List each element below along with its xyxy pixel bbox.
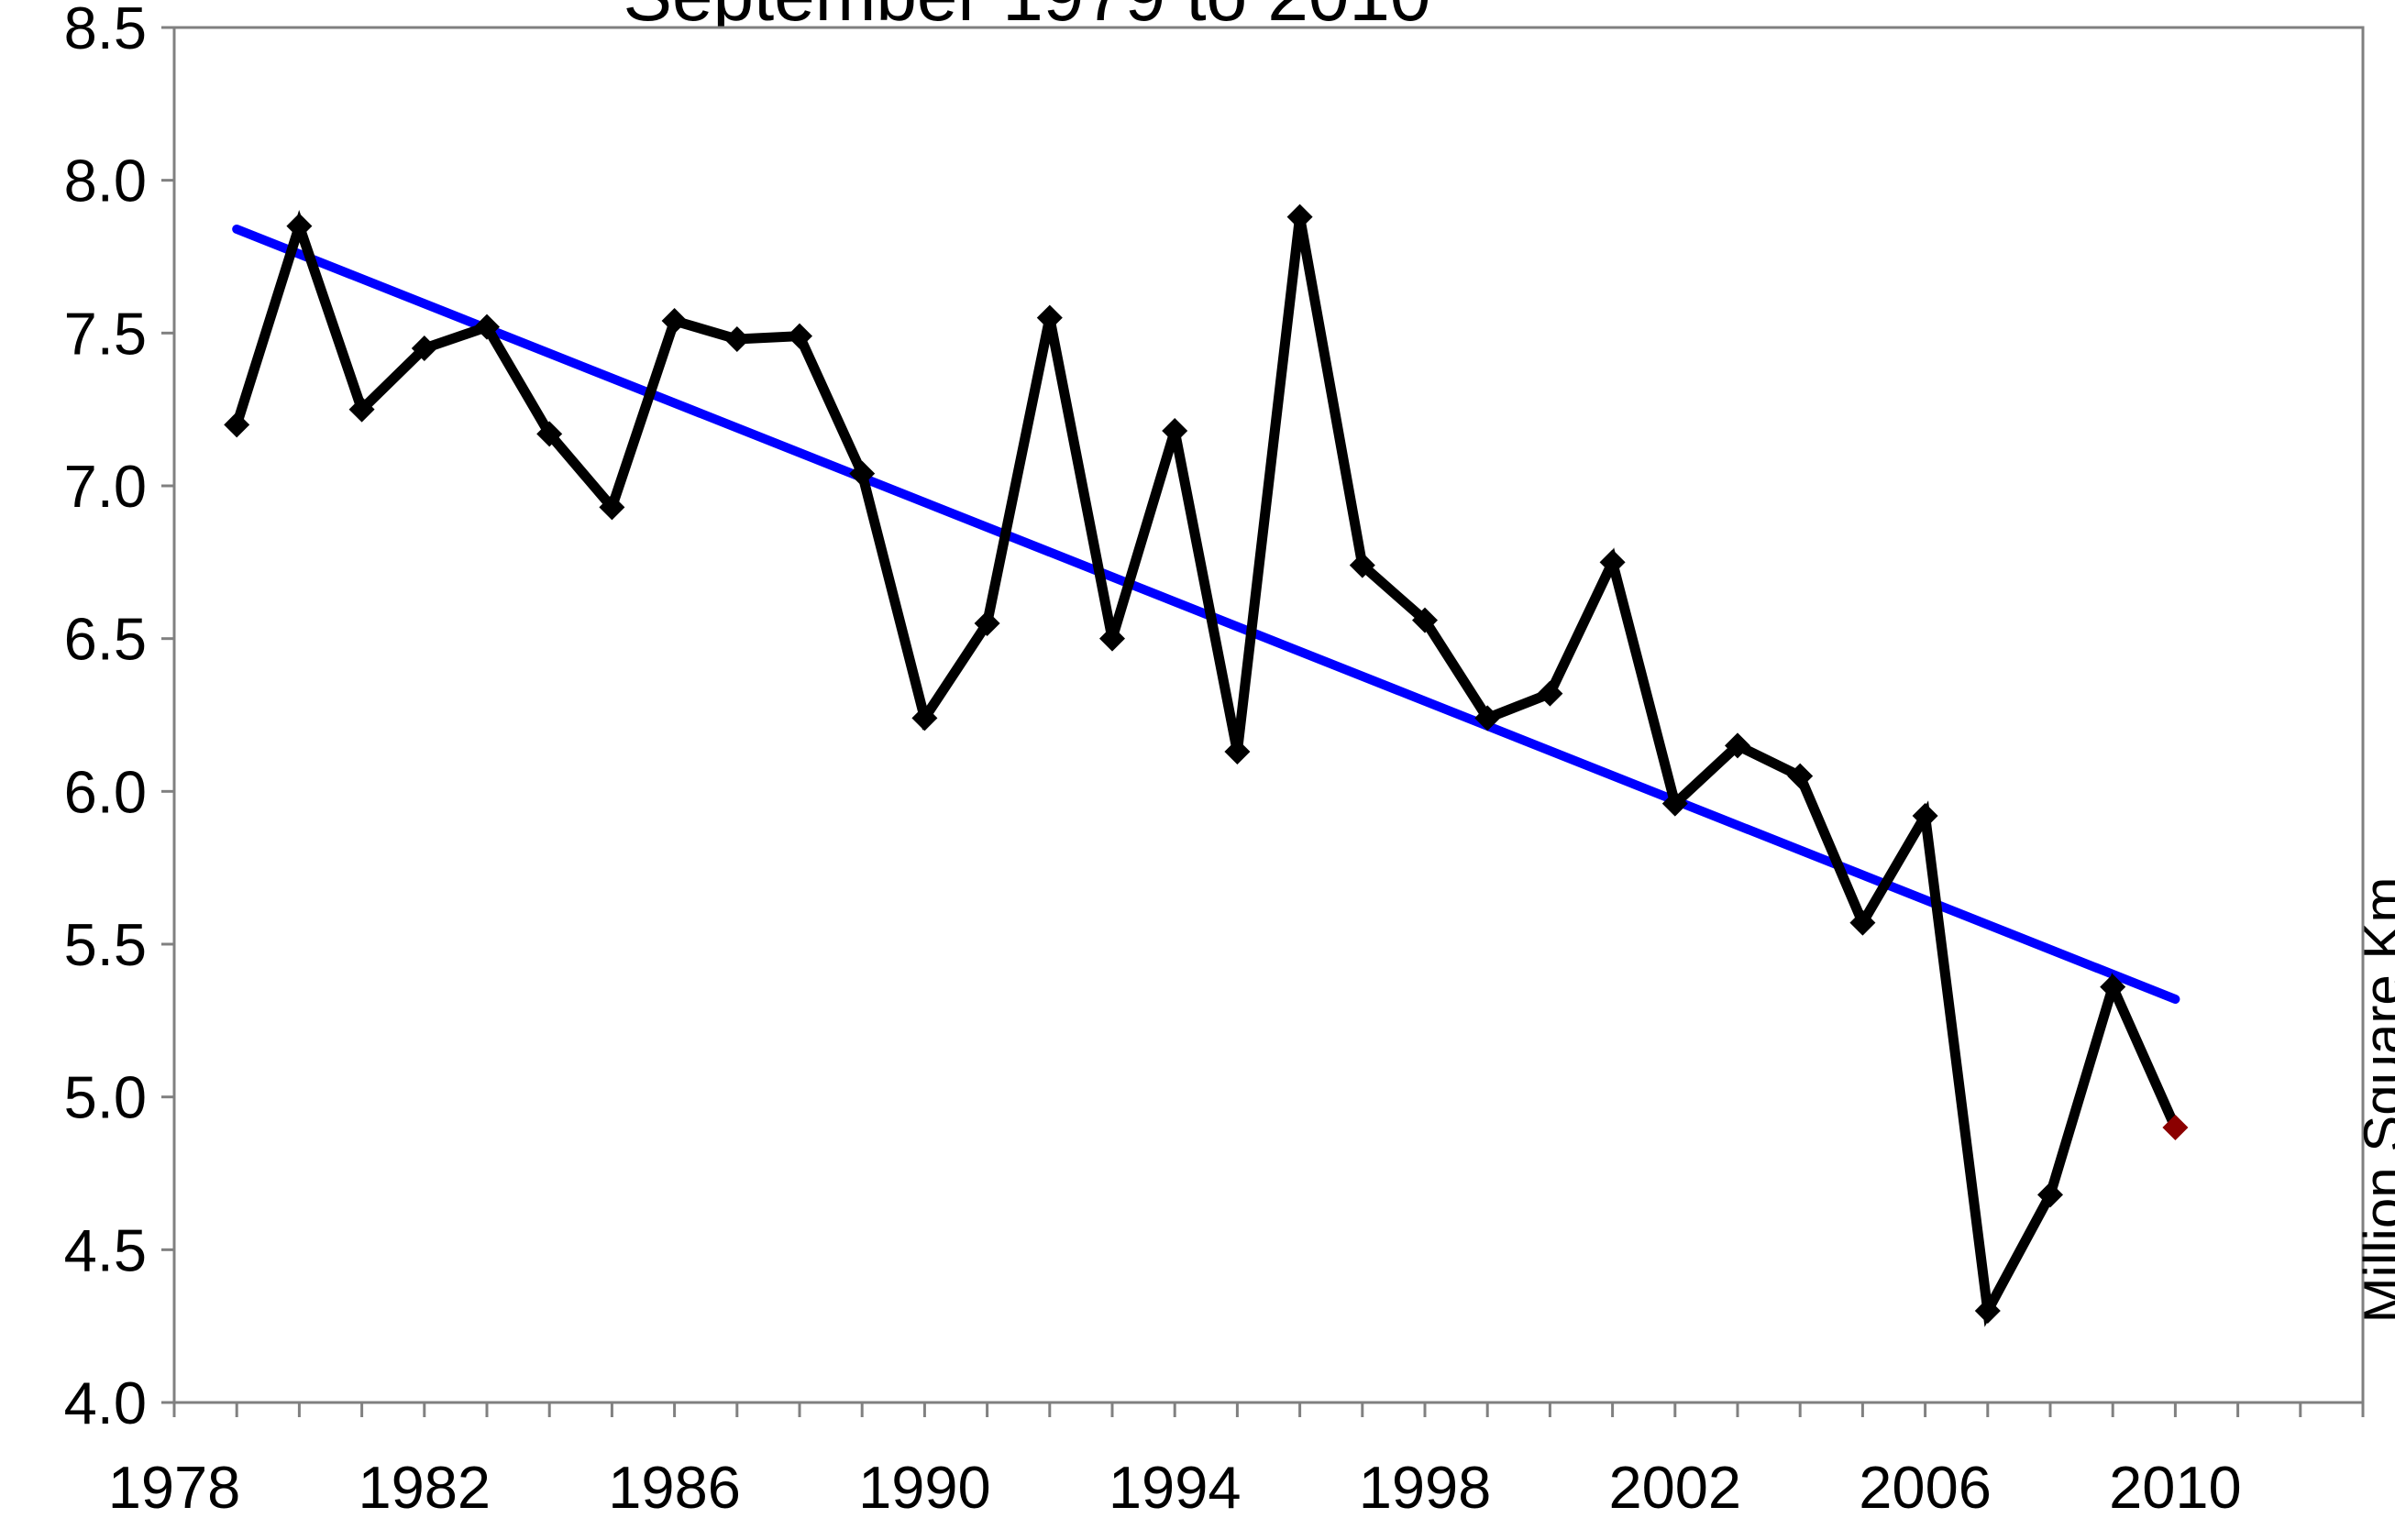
y-tick-label: 8.5 (64, 0, 147, 61)
data-point (1286, 204, 1313, 230)
data-point (1474, 705, 1501, 732)
extent-series-line (231, 210, 2180, 1327)
data-point (1349, 552, 1375, 578)
x-tick-label: 1978 (108, 1454, 241, 1521)
data-point (1787, 763, 1814, 789)
x-tick-label: 2010 (2109, 1454, 2242, 1521)
data-point (1661, 790, 1688, 817)
data-point (286, 213, 313, 239)
y-tick-label: 4.0 (64, 1370, 147, 1436)
y-axis-title: Million Square Km (2353, 877, 2395, 1324)
data-point (411, 336, 437, 361)
data-point (2100, 974, 2126, 1000)
x-tick-label: 1982 (358, 1454, 491, 1521)
data-point (224, 412, 250, 438)
data-point (2037, 1182, 2063, 1208)
y-tick-label: 5.5 (64, 911, 147, 978)
data-point-highlight (2162, 1115, 2189, 1140)
data-point (1599, 549, 1626, 576)
y-tick-label: 8.0 (64, 148, 147, 214)
data-point (1725, 732, 1750, 759)
data-point (1099, 625, 1125, 652)
data-point (536, 421, 563, 447)
data-point (723, 326, 750, 352)
data-point (787, 323, 812, 349)
data-point (1224, 739, 1251, 764)
y-tick-label: 6.0 (64, 758, 147, 825)
data-point (849, 460, 876, 487)
plot-area-frame (172, 26, 2365, 1404)
x-tick-label: 1986 (608, 1454, 741, 1521)
y-tick-label: 5.0 (64, 1064, 147, 1131)
y-tick-label: 7.5 (64, 300, 147, 367)
data-point (1412, 607, 1438, 633)
data-point (348, 396, 375, 423)
data-point (661, 308, 688, 334)
y-tick-label: 6.5 (64, 606, 147, 673)
x-tick-label: 1990 (858, 1454, 991, 1521)
data-point (1537, 680, 1563, 707)
data-point (474, 314, 500, 340)
y-tick-label: 4.5 (64, 1216, 147, 1283)
data-point (1036, 304, 1063, 331)
x-tick-label: 1998 (1359, 1454, 1492, 1521)
data-point (1162, 418, 1188, 444)
x-tick-label: 2002 (1608, 1454, 1741, 1521)
data-point (911, 705, 938, 732)
y-tick-label: 7.0 (64, 453, 147, 520)
x-tick-label: 1994 (1109, 1454, 1242, 1521)
data-point (599, 494, 625, 521)
data-point (1974, 1298, 2001, 1324)
data-point (1912, 803, 1938, 829)
data-point (1849, 909, 1876, 936)
x-tick-label: 2006 (1859, 1454, 1992, 1521)
data-point (974, 610, 1000, 636)
